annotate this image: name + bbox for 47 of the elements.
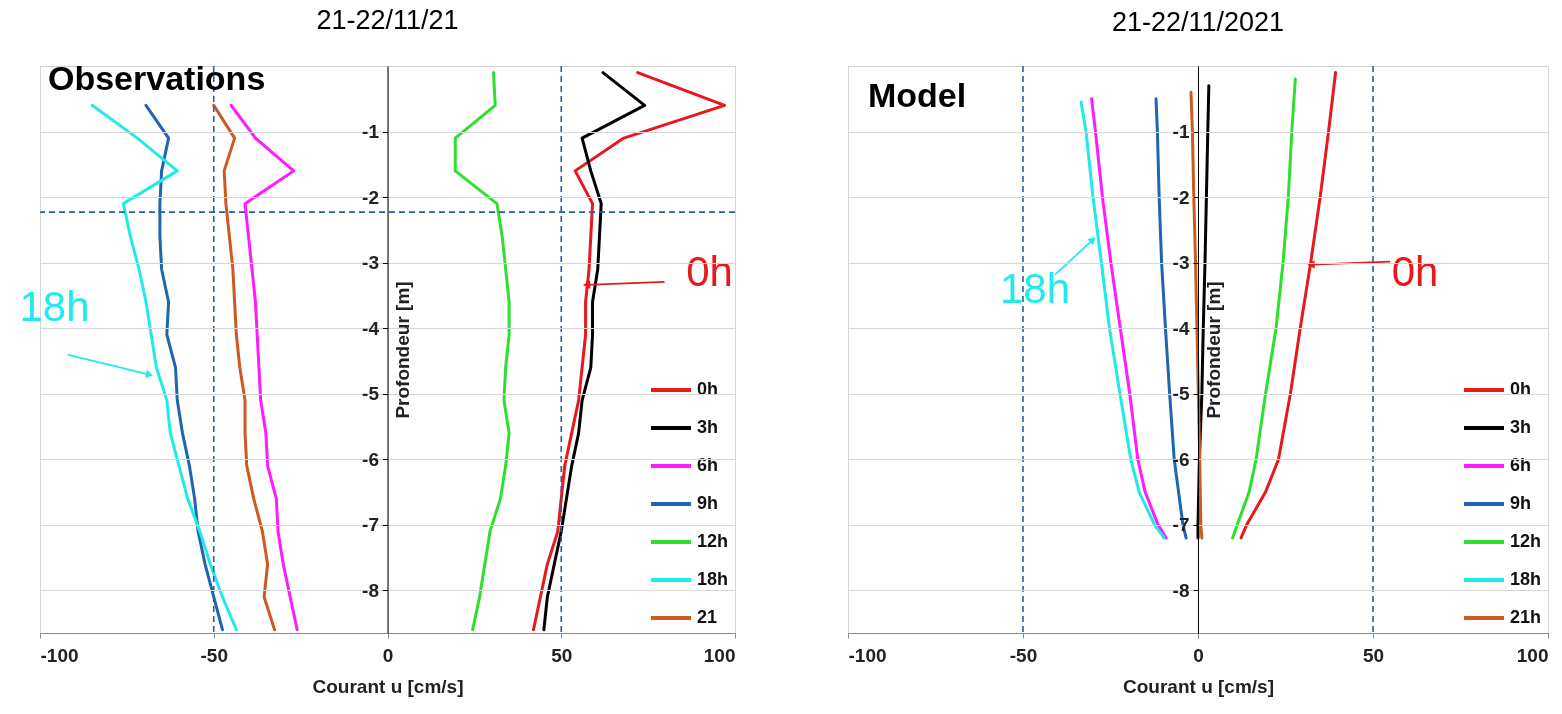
y-tick-label: -8 [362,579,379,601]
legend-label: 3h [697,417,719,437]
y-tick-label: -2 [1172,186,1190,208]
chart-title: 21-22/11/21 [316,5,459,35]
x-tick-label: 50 [1362,644,1385,666]
x-axis-title: Courant u [cm/s] [1123,675,1274,697]
y-axis-title: Profondeur [m] [392,281,413,419]
legend-label: 9h [1510,493,1532,513]
legend-label: 21 [697,607,718,627]
y-tick-label: -7 [362,514,379,536]
y-tick-label: -4 [1172,317,1190,339]
legend-label: 18h [1510,569,1542,589]
legend-label: 18h [697,569,729,589]
y-tick-label: -7 [1172,514,1190,536]
legend-label: 21h [1510,607,1542,627]
annotation: 18h [999,264,1071,312]
annotation: 18h [19,282,90,330]
legend-label: 9h [697,493,719,513]
x-tick-label: 0 [1193,644,1204,666]
y-tick-label: -3 [1172,252,1190,274]
y-tick-label: -5 [1172,383,1190,405]
y-tick-label: -6 [362,448,379,470]
annotation: Model [868,76,967,114]
y-tick-label: -3 [362,252,379,274]
x-tick-label: 100 [703,644,736,666]
x-tick-label: -50 [200,644,228,666]
legend-label: 3h [1510,417,1532,437]
annotation: 0h [686,247,733,295]
x-axis-title: Courant u [cm/s] [312,675,464,697]
y-axis-title: Profondeur [m] [1202,281,1224,419]
y-tick-label: -4 [362,317,380,339]
x-tick-label: -50 [1009,644,1038,666]
y-tick-label: -2 [362,186,379,208]
y-tick-label: -8 [1172,579,1190,601]
legend-label: 12h [1510,531,1542,551]
y-tick-label: -5 [362,383,380,405]
y-tick-label: -1 [362,121,380,143]
x-tick-label: -100 [848,644,887,666]
x-tick-label: 100 [1516,644,1549,666]
chart-title: 21-22/11/2021 [1111,7,1285,38]
x-tick-label: 0 [382,644,394,666]
annotation: 0h [1391,247,1439,295]
annotation: Observations [48,59,266,97]
x-tick-label: -100 [40,644,79,666]
x-tick-label: 50 [551,644,573,666]
y-tick-label: -1 [1172,121,1190,143]
legend-label: 12h [697,531,729,551]
